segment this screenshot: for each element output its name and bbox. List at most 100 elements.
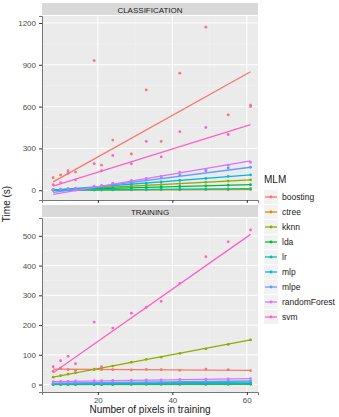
point [52,183,55,186]
fit-line [53,379,250,382]
point [52,189,55,192]
legend-marker [270,226,273,229]
fit-line [53,234,250,372]
point [178,171,181,174]
point [67,368,70,371]
point [160,378,163,381]
point [178,185,181,188]
tick-label: 300 [23,144,37,153]
tick-mark [247,392,248,395]
minor-grid-line [42,310,258,311]
point [67,373,70,376]
tick-label: 400 [23,262,37,271]
point [111,327,114,330]
point [227,184,230,187]
legend-line [265,271,277,272]
point [178,188,181,191]
point [100,164,103,167]
point [93,382,96,385]
tick-mark [39,295,42,296]
point [145,358,148,361]
chart: CLASSIFICATION03006009001200Time (s)MLMb… [0,0,339,417]
point [74,187,77,190]
point [111,154,114,157]
tick-label: 60 [243,396,252,405]
point [204,368,207,371]
strip [42,3,258,15]
legend-label: svm [282,312,298,322]
plot-background [42,218,258,392]
point [111,188,114,191]
point [74,371,77,374]
panel: CLASSIFICATION03006009001200 [18,3,258,203]
strip [42,205,258,217]
tick: 400 [23,262,42,271]
point [52,189,55,192]
grid-line [42,265,258,266]
minor-grid-line [135,218,136,392]
tick-mark [39,325,42,326]
legend-marker [270,211,273,214]
point [67,172,70,175]
grid-line [246,218,247,392]
marks [52,26,252,195]
point [204,188,207,191]
point [249,188,252,191]
minor-grid-line [135,16,136,200]
tick-mark [39,107,42,108]
minor-grid-line [42,339,258,340]
point [145,368,148,371]
point [178,188,181,191]
axis-line [43,201,259,204]
fit-line [53,125,250,186]
tick-label: 300 [23,291,37,300]
tick: 1200 [18,19,42,28]
point [160,356,163,359]
fit-line [53,340,250,377]
legend-marker [270,271,273,274]
legend-line [265,196,277,197]
point [67,380,70,383]
tick-label: 600 [23,103,37,112]
legend-line [265,241,277,242]
panel-title: CLASSIFICATION [117,6,182,15]
legend-key [264,310,278,324]
legend-marker [270,286,273,289]
point [204,26,207,29]
point [130,153,133,156]
point [130,361,133,364]
point [145,182,148,185]
point [59,380,62,383]
point [160,140,163,143]
point [227,188,230,191]
legend-title: MLM [264,174,286,185]
point [74,362,77,365]
point [74,187,77,190]
point [59,359,62,362]
point [160,368,163,371]
point [227,114,230,117]
grid-line [42,235,258,236]
point [145,189,148,192]
point [178,369,181,372]
point [160,183,163,186]
grid-line [246,16,247,200]
point [160,381,163,384]
point [249,339,252,342]
tick: 100 [23,351,42,360]
point [145,378,148,381]
point [59,174,62,177]
point [227,187,230,190]
panel-title: TRAINING [131,208,169,217]
point [178,179,181,182]
point [93,379,96,382]
point [204,168,207,171]
legend-marker [270,316,273,319]
point [160,155,163,158]
axis-line [39,219,43,393]
point [67,187,70,190]
tick: 300 [23,291,42,300]
point [59,181,62,184]
point [249,178,252,181]
point [160,176,163,179]
